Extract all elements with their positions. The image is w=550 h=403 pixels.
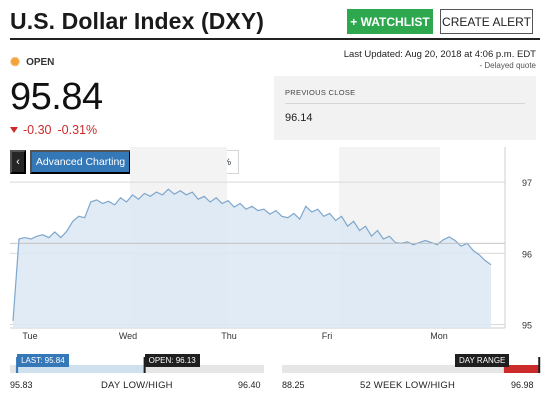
week52-day-range-fill [503, 365, 540, 373]
header-divider [10, 38, 540, 40]
chart-area-fill [13, 189, 491, 328]
y-tick-label: 97 [522, 178, 532, 188]
last-price-flag: LAST: 95.84 [17, 354, 69, 367]
advanced-charting-button[interactable]: Advanced Charting [30, 150, 131, 174]
x-tick-label: Fri [322, 331, 333, 341]
open-price-flag: OPEN: 96.13 [144, 354, 200, 367]
previous-close-label: PREVIOUS CLOSE [285, 88, 356, 97]
chevron-left-icon: ‹ [16, 156, 20, 168]
chart-series-line [12, 188, 492, 321]
previous-close-box: PREVIOUS CLOSE 96.14 [274, 76, 536, 140]
chart-back-button[interactable]: ‹ [10, 150, 26, 174]
chart-day-band-top [339, 147, 440, 175]
day-range-flag: DAY RANGE [455, 354, 510, 367]
x-tick-label: Mon [430, 331, 448, 341]
change-value: -0.30 [23, 123, 52, 137]
current-price: 95.84 [10, 76, 103, 118]
last-updated: Last Updated: Aug 20, 2018 at 4:06 p.m. … [343, 49, 536, 60]
x-tick-label: Wed [119, 331, 137, 341]
day-range-title: DAY LOW/HIGH [101, 380, 173, 391]
previous-close-value: 96.14 [285, 112, 313, 124]
change-percent: -0.31% [57, 123, 98, 137]
y-tick-label: 96 [522, 249, 532, 259]
day-low-value: 95.83 [10, 380, 33, 390]
market-status: ✺ OPEN [10, 56, 54, 68]
page-title: U.S. Dollar Index (DXY) [10, 8, 265, 34]
price-change: -0.30 -0.31% [10, 123, 97, 137]
previous-close-divider [285, 103, 525, 104]
day-range-fill [15, 365, 145, 373]
week52-high-value: 96.98 [511, 380, 534, 390]
week52-low-value: 88.25 [282, 380, 305, 390]
create-alert-button[interactable]: CREATE ALERT [440, 9, 533, 34]
market-status-label: OPEN [26, 56, 55, 68]
day-high-value: 96.40 [238, 380, 261, 390]
x-tick-label: Tue [22, 331, 37, 341]
chart-day-band-top [130, 147, 227, 175]
sun-icon: ✺ [10, 55, 21, 69]
watchlist-button[interactable]: + WATCHLIST [347, 9, 433, 34]
down-arrow-icon [10, 127, 18, 133]
y-tick-label: 95 [522, 320, 532, 330]
week52-range-title: 52 WEEK LOW/HIGH [360, 380, 456, 391]
week52-range-track [282, 365, 540, 373]
x-tick-label: Thu [221, 331, 237, 341]
delayed-note: - Delayed quote [479, 61, 536, 70]
